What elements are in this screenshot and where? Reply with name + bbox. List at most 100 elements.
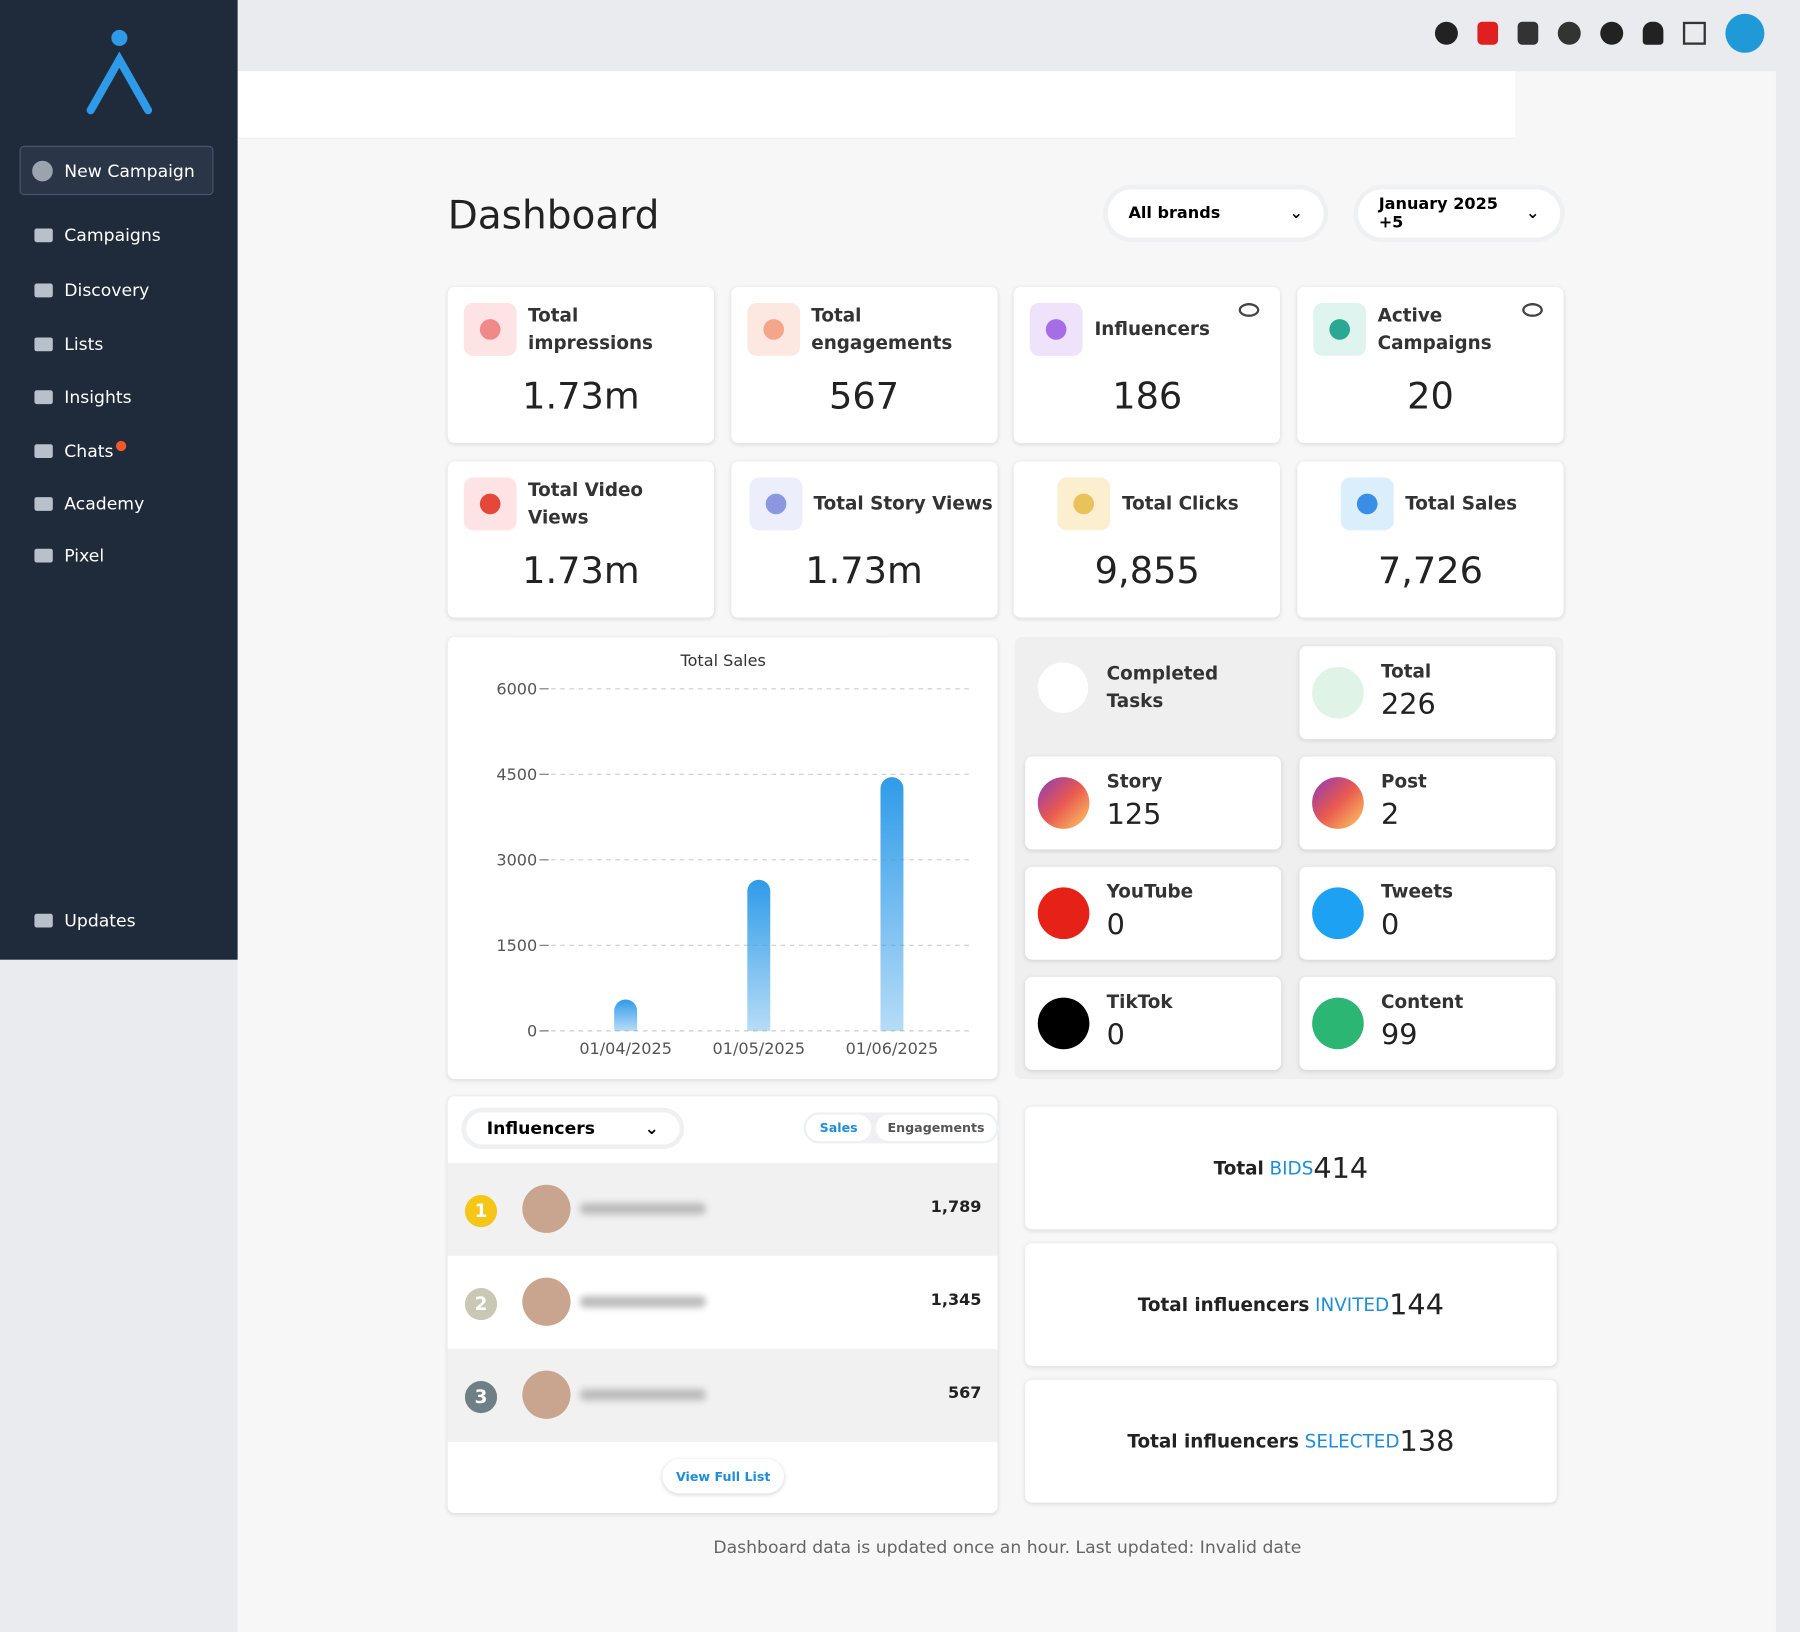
total-card: Total BIDS 414 <box>1025 1106 1557 1230</box>
icon <box>1057 477 1111 531</box>
icon <box>1312 777 1364 829</box>
menu-item[interactable]: Updates <box>34 910 136 931</box>
leaderboard-row: 3 567 <box>447 1348 998 1442</box>
bar <box>747 879 771 1031</box>
stat-label: Total Video Views <box>528 478 644 529</box>
menu-item[interactable]: Insights <box>34 386 132 408</box>
menu-item[interactable]: Chats <box>34 440 127 461</box>
task-value: 99 <box>1380 1018 1418 1052</box>
rank-medal: 3 <box>464 1380 498 1414</box>
icon <box>1030 303 1083 356</box>
icon[interactable] <box>1434 21 1458 45</box>
stat-card: Total Sales 7,726 <box>1297 461 1564 618</box>
footer-note: Dashboard data is updated once an hour. … <box>713 1537 1302 1558</box>
icon <box>1312 887 1364 940</box>
bar <box>614 999 638 1031</box>
stat-card: Total impressions 1.73m <box>447 286 715 444</box>
icon <box>749 477 803 531</box>
stat-label: Total Clicks <box>1122 492 1239 515</box>
stat-value: 20 <box>1407 374 1454 418</box>
task-card: Tweets 0 <box>1299 866 1556 960</box>
icon <box>1037 887 1090 940</box>
label: All brands <box>1128 204 1221 223</box>
task-label: Post <box>1380 770 1427 793</box>
stat-value: 7,726 <box>1377 548 1484 593</box>
icon <box>1340 477 1394 531</box>
view-full-list-button[interactable]: View Full List <box>662 1459 785 1494</box>
total-value: 144 <box>1389 1288 1444 1322</box>
task-card: Post 2 <box>1299 756 1556 850</box>
y-tick-label: 4500 <box>496 765 537 784</box>
stat-label: Influencers <box>1094 317 1210 340</box>
stat-value: 1.73m <box>522 548 640 593</box>
icon[interactable] <box>1682 21 1706 45</box>
label: Campaigns <box>64 225 161 246</box>
icon[interactable] <box>1517 21 1539 45</box>
icon[interactable] <box>1642 21 1664 45</box>
stat-card: Total Story Views 1.73m <box>730 461 998 618</box>
brand-filter[interactable]: All brands ⌄ <box>1107 189 1324 238</box>
task-label: Total <box>1380 660 1432 682</box>
task-label: Story <box>1106 770 1163 793</box>
menu-item[interactable]: Campaigns <box>34 225 161 246</box>
icon <box>1313 303 1367 356</box>
stat-label: Total Story Views <box>813 492 993 515</box>
label: Lists <box>64 334 104 355</box>
total-card: Total influencers INVITED 144 <box>1025 1243 1557 1367</box>
icon <box>1037 997 1090 1050</box>
icon[interactable] <box>1477 21 1499 45</box>
row-value: 567 <box>947 1384 982 1403</box>
task-value: 0 <box>1106 1018 1125 1052</box>
avatar[interactable] <box>1725 13 1765 53</box>
task-card: Story 125 <box>1025 756 1282 850</box>
logo <box>86 29 153 115</box>
tab[interactable]: Engagements <box>876 1114 997 1142</box>
label: January 2025 +5 <box>1378 195 1498 232</box>
total-highlight: SELECTED <box>1304 1430 1400 1453</box>
leaderboard-dropdown[interactable]: Influencers ⌄ <box>466 1112 680 1145</box>
label: New Campaign <box>64 160 195 181</box>
x-tick-label: 01/06/2025 <box>846 1039 939 1058</box>
menu-item[interactable]: Discovery <box>34 280 149 301</box>
avatar <box>522 1370 571 1419</box>
visibility-toggle[interactable] <box>1239 303 1260 317</box>
icon[interactable] <box>1600 21 1624 45</box>
stat-card: Active Campaigns 20 <box>1297 286 1564 444</box>
icon[interactable] <box>1557 21 1581 45</box>
total-highlight: BIDS <box>1269 1157 1314 1179</box>
task-label: YouTube <box>1106 880 1194 903</box>
rank-medal: 2 <box>464 1288 498 1321</box>
label: Influencers <box>486 1118 596 1139</box>
sidebar: New Campaign Updates Campaigns Discovery L… <box>0 0 238 960</box>
visibility-toggle[interactable] <box>1522 303 1543 317</box>
leaderboard-row: 1 1,789 <box>447 1162 998 1256</box>
stat-value: 186 <box>1112 374 1183 418</box>
menu-item[interactable]: Pixel <box>34 545 104 566</box>
stat-label: Active Campaigns <box>1377 304 1492 354</box>
leaderboard-row: 2 1,345 <box>447 1255 998 1349</box>
blurred-name <box>579 1389 706 1401</box>
task-label: TikTok <box>1106 990 1173 1013</box>
date-filter[interactable]: January 2025 +5 ⌄ <box>1358 189 1561 238</box>
total-highlight: INVITED <box>1315 1293 1390 1316</box>
task-value: 226 <box>1380 687 1436 721</box>
tab[interactable]: Sales <box>805 1114 872 1142</box>
total-label: Total <box>1213 1157 1264 1179</box>
menu-item[interactable]: Lists <box>34 334 103 355</box>
x-tick-label: 01/05/2025 <box>713 1039 806 1058</box>
row-value: 1,789 <box>930 1198 982 1217</box>
new-campaign-button[interactable]: New Campaign <box>19 145 214 196</box>
y-tick-label: 1500 <box>496 936 537 955</box>
top-icons <box>1434 13 1765 53</box>
label: Insights <box>64 386 132 408</box>
menu-item[interactable]: Academy <box>34 494 144 514</box>
stat-card: Total engagements 567 <box>730 286 998 444</box>
label: Discovery <box>64 280 150 301</box>
icon <box>1037 777 1090 829</box>
icon <box>463 477 517 531</box>
icon <box>1037 662 1089 713</box>
stat-value: 9,855 <box>1094 548 1200 593</box>
stat-label: Total Sales <box>1405 492 1518 515</box>
tabs: Sales Engagements <box>803 1112 999 1144</box>
